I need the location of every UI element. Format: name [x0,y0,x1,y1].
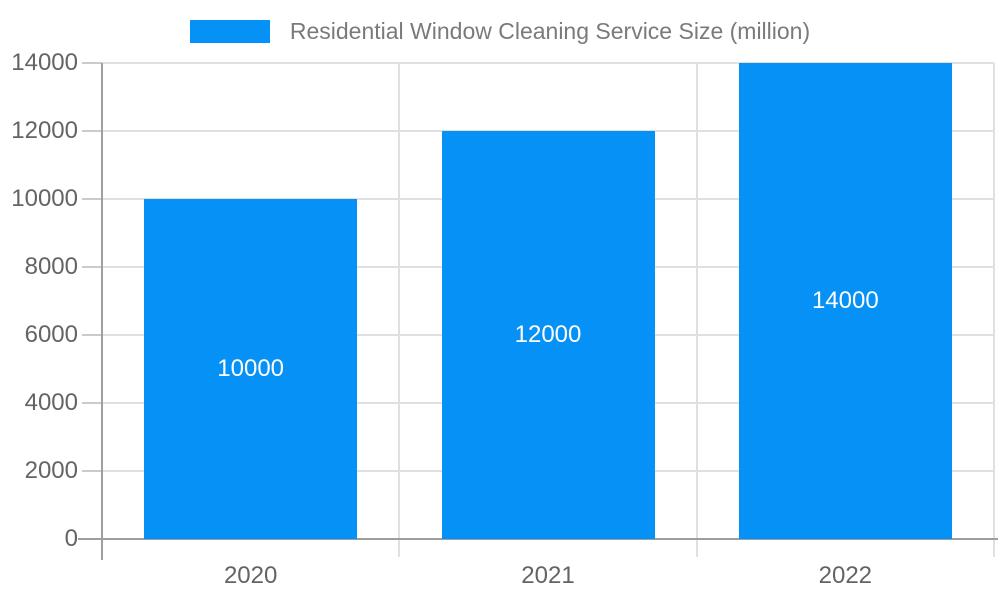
bar: 12000 [441,131,655,539]
chart-legend: Residential Window Cleaning Service Size… [0,17,1000,45]
legend-swatch-icon [189,19,270,43]
gridline-horizontal [102,62,994,64]
bar-value-label: 12000 [514,321,582,348]
y-axis-tick [82,266,102,268]
x-axis-tick-label: 2021 [521,562,575,589]
y-axis-tick [82,130,102,132]
gridline-vertical [695,63,698,557]
legend-label: Residential Window Cleaning Service Size… [289,17,811,44]
y-axis-tick-label: 8000 [24,253,78,280]
bar-value-label: 10000 [217,355,285,382]
x-axis-tick-label: 2022 [818,562,873,589]
y-axis-tick-label: 2000 [24,457,78,484]
bar-value-label: 14000 [811,287,879,314]
y-axis-tick-label: 6000 [24,321,78,348]
y-axis-tick [82,402,102,404]
x-axis-tick-label: 2020 [223,562,278,589]
bar: 14000 [738,63,952,539]
gridline-vertical [993,63,995,557]
y-axis-tick-label: 14000 [11,49,78,76]
gridline-vertical [398,63,401,557]
x-axis-line [78,538,998,540]
y-axis-tick [82,198,102,200]
y-axis-tick-label: 4000 [24,389,78,416]
y-axis-tick-label: 0 [64,525,78,552]
y-axis-tick-label: 10000 [11,185,78,212]
bar: 10000 [144,199,358,539]
y-axis-tick [82,334,102,336]
y-axis-tick [82,62,102,64]
y-axis-tick-label: 12000 [11,117,78,144]
y-axis-line [101,63,103,560]
y-axis-tick [82,470,102,472]
